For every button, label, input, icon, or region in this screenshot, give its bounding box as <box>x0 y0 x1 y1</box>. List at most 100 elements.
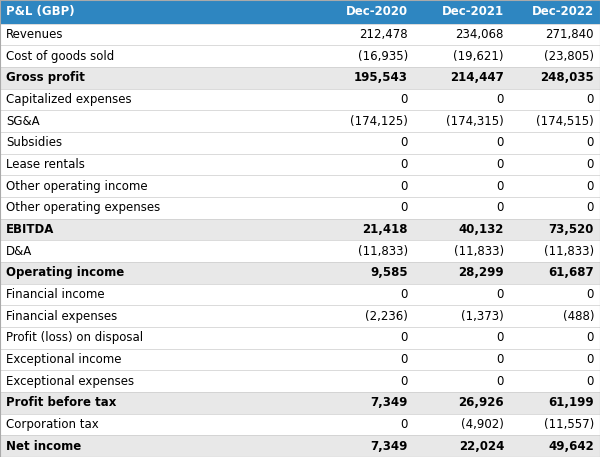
Text: 0: 0 <box>401 418 408 431</box>
Text: Gross profit: Gross profit <box>6 71 85 85</box>
Text: Dec-2022: Dec-2022 <box>532 5 594 18</box>
FancyBboxPatch shape <box>0 67 600 89</box>
Text: Dec-2021: Dec-2021 <box>442 5 504 18</box>
FancyBboxPatch shape <box>0 392 600 414</box>
Text: SG&A: SG&A <box>6 115 40 128</box>
Text: Operating income: Operating income <box>6 266 124 279</box>
Text: Other operating income: Other operating income <box>6 180 148 193</box>
Text: Other operating expenses: Other operating expenses <box>6 202 160 214</box>
FancyBboxPatch shape <box>0 262 600 284</box>
Text: 61,199: 61,199 <box>548 396 594 409</box>
Text: EBITDA: EBITDA <box>6 223 55 236</box>
Text: 0: 0 <box>587 331 594 345</box>
Text: 61,687: 61,687 <box>548 266 594 279</box>
Text: (2,236): (2,236) <box>365 310 408 323</box>
Text: 0: 0 <box>401 158 408 171</box>
Text: 0: 0 <box>401 180 408 193</box>
Text: 0: 0 <box>587 158 594 171</box>
Text: 0: 0 <box>587 353 594 366</box>
Text: 0: 0 <box>497 375 504 388</box>
Text: (11,557): (11,557) <box>544 418 594 431</box>
Text: 0: 0 <box>497 202 504 214</box>
Text: (174,315): (174,315) <box>446 115 504 128</box>
Text: 0: 0 <box>497 331 504 345</box>
FancyBboxPatch shape <box>0 305 600 327</box>
Text: Profit (loss) on disposal: Profit (loss) on disposal <box>6 331 143 345</box>
Text: 28,299: 28,299 <box>458 266 504 279</box>
Text: 195,543: 195,543 <box>354 71 408 85</box>
Text: (488): (488) <box>563 310 594 323</box>
FancyBboxPatch shape <box>0 436 600 457</box>
FancyBboxPatch shape <box>0 349 600 370</box>
Text: 212,478: 212,478 <box>359 28 408 41</box>
FancyBboxPatch shape <box>0 132 600 154</box>
Text: (1,373): (1,373) <box>461 310 504 323</box>
Text: Exceptional expenses: Exceptional expenses <box>6 375 134 388</box>
Text: (19,621): (19,621) <box>454 50 504 63</box>
Text: (11,833): (11,833) <box>544 244 594 258</box>
Text: 22,024: 22,024 <box>458 440 504 453</box>
FancyBboxPatch shape <box>0 0 600 24</box>
Text: D&A: D&A <box>6 244 32 258</box>
Text: 49,642: 49,642 <box>548 440 594 453</box>
Text: 7,349: 7,349 <box>371 396 408 409</box>
Text: 9,585: 9,585 <box>370 266 408 279</box>
Text: Financial income: Financial income <box>6 288 104 301</box>
Text: 0: 0 <box>497 180 504 193</box>
Text: Exceptional income: Exceptional income <box>6 353 121 366</box>
Text: 0: 0 <box>587 375 594 388</box>
Text: 248,035: 248,035 <box>540 71 594 85</box>
FancyBboxPatch shape <box>0 45 600 67</box>
Text: Corporation tax: Corporation tax <box>6 418 99 431</box>
Text: Cost of goods sold: Cost of goods sold <box>6 50 114 63</box>
Text: (11,833): (11,833) <box>454 244 504 258</box>
Text: 0: 0 <box>401 136 408 149</box>
Text: 0: 0 <box>587 136 594 149</box>
Text: Revenues: Revenues <box>6 28 64 41</box>
Text: 214,447: 214,447 <box>450 71 504 85</box>
Text: P&L (GBP): P&L (GBP) <box>6 5 74 18</box>
Text: 0: 0 <box>587 202 594 214</box>
FancyBboxPatch shape <box>0 370 600 392</box>
FancyBboxPatch shape <box>0 219 600 240</box>
Text: Financial expenses: Financial expenses <box>6 310 117 323</box>
Text: (174,125): (174,125) <box>350 115 408 128</box>
FancyBboxPatch shape <box>0 284 600 305</box>
Text: 0: 0 <box>401 202 408 214</box>
Text: 0: 0 <box>401 288 408 301</box>
FancyBboxPatch shape <box>0 414 600 436</box>
Text: 0: 0 <box>587 93 594 106</box>
Text: 0: 0 <box>587 288 594 301</box>
Text: Subsidies: Subsidies <box>6 136 62 149</box>
Text: 0: 0 <box>401 375 408 388</box>
Text: 271,840: 271,840 <box>545 28 594 41</box>
Text: Lease rentals: Lease rentals <box>6 158 85 171</box>
Text: 0: 0 <box>497 158 504 171</box>
Text: (174,515): (174,515) <box>536 115 594 128</box>
Text: 234,068: 234,068 <box>455 28 504 41</box>
Text: 0: 0 <box>497 353 504 366</box>
Text: 0: 0 <box>497 93 504 106</box>
Text: Net income: Net income <box>6 440 81 453</box>
FancyBboxPatch shape <box>0 89 600 111</box>
Text: (4,902): (4,902) <box>461 418 504 431</box>
Text: (16,935): (16,935) <box>358 50 408 63</box>
Text: 0: 0 <box>401 93 408 106</box>
FancyBboxPatch shape <box>0 24 600 45</box>
Text: 40,132: 40,132 <box>458 223 504 236</box>
FancyBboxPatch shape <box>0 240 600 262</box>
Text: 21,418: 21,418 <box>362 223 408 236</box>
Text: 0: 0 <box>401 331 408 345</box>
Text: (23,805): (23,805) <box>544 50 594 63</box>
FancyBboxPatch shape <box>0 327 600 349</box>
FancyBboxPatch shape <box>0 154 600 175</box>
Text: (11,833): (11,833) <box>358 244 408 258</box>
Text: 7,349: 7,349 <box>371 440 408 453</box>
Text: 0: 0 <box>401 353 408 366</box>
Text: 0: 0 <box>587 180 594 193</box>
Text: Capitalized expenses: Capitalized expenses <box>6 93 131 106</box>
Text: 73,520: 73,520 <box>548 223 594 236</box>
Text: 0: 0 <box>497 136 504 149</box>
Text: 26,926: 26,926 <box>458 396 504 409</box>
Text: Dec-2020: Dec-2020 <box>346 5 408 18</box>
